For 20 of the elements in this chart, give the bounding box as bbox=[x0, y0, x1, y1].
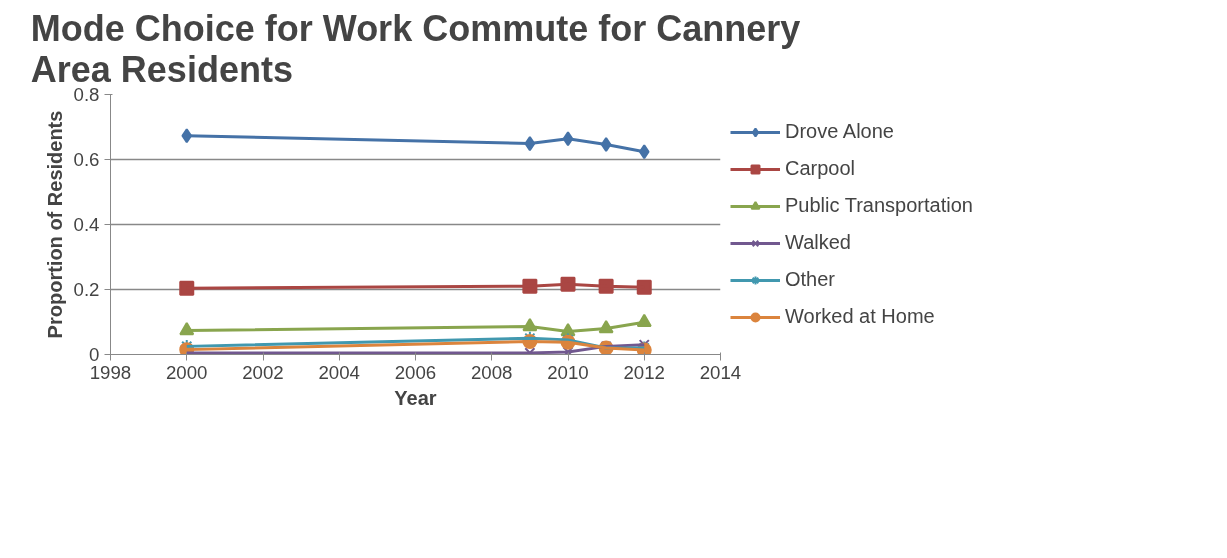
x-tick-label: 2014 bbox=[699, 361, 742, 383]
x-axis-title: Year bbox=[394, 386, 437, 409]
legend-label: Carpool bbox=[785, 157, 856, 180]
y-tick-label: 0.2 bbox=[73, 279, 100, 300]
x-tick-label: 2000 bbox=[166, 361, 208, 383]
x-tick-label: 2004 bbox=[318, 361, 361, 383]
x-tick-label: 2012 bbox=[623, 361, 666, 383]
legend-label: Drove Alone bbox=[785, 120, 894, 143]
y-tick-label: 0.8 bbox=[73, 84, 100, 105]
x-tick-label: 2006 bbox=[394, 361, 437, 383]
legend-label: Walked bbox=[785, 231, 851, 254]
y-tick-label: 0.4 bbox=[73, 214, 100, 235]
x-tick-label: 2002 bbox=[242, 361, 284, 383]
legend-label: Other bbox=[785, 268, 836, 291]
y-axis-title: Proportion of Residents bbox=[43, 110, 66, 339]
legend-label: Worked at Home bbox=[785, 305, 935, 328]
y-tick-label: 0.6 bbox=[73, 149, 100, 170]
x-tick-label: 2010 bbox=[547, 361, 589, 383]
x-tick-label: 2008 bbox=[471, 361, 513, 383]
legend-label: Public Transportation bbox=[785, 194, 973, 217]
